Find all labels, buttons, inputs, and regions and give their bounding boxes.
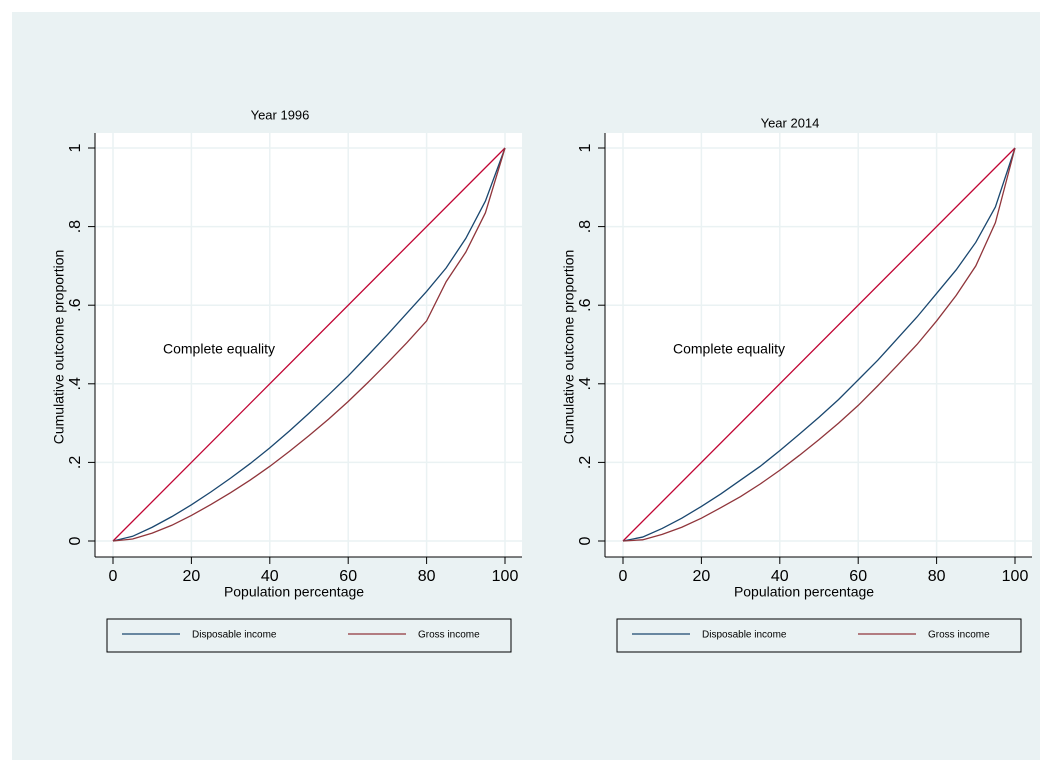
x-tick-label: 40 bbox=[771, 568, 789, 585]
x-axis-label: Population percentage bbox=[734, 584, 874, 600]
x-tick-label: 80 bbox=[928, 568, 946, 585]
x-tick-label: 60 bbox=[849, 568, 867, 585]
series-line bbox=[622, 147, 1016, 542]
y-tick-label: .2 bbox=[67, 456, 84, 469]
legend-label: Disposable income bbox=[702, 630, 787, 641]
x-tick-label: 20 bbox=[183, 568, 201, 585]
y-tick-label: 0 bbox=[577, 536, 594, 545]
series-line bbox=[112, 147, 506, 542]
y-tick-label: 0 bbox=[67, 536, 84, 545]
x-tick-label: 20 bbox=[693, 568, 711, 585]
equality-line bbox=[112, 147, 506, 542]
x-tick-label: 60 bbox=[339, 568, 357, 585]
y-tick-label: .8 bbox=[577, 220, 594, 233]
legend bbox=[106, 618, 512, 653]
chart-title: Year 1996 bbox=[251, 107, 310, 122]
y-tick-label: 1 bbox=[67, 143, 84, 152]
x-tick-label: 100 bbox=[1002, 568, 1029, 585]
x-tick-label: 0 bbox=[109, 568, 118, 585]
y-tick-label: .4 bbox=[67, 377, 84, 390]
annotation: Complete equality bbox=[673, 341, 785, 357]
y-tick-label: .4 bbox=[577, 377, 594, 390]
chart-title: Year 2014 bbox=[761, 115, 820, 130]
legend-label: Gross income bbox=[928, 630, 990, 641]
legend-label: Disposable income bbox=[192, 630, 277, 641]
x-axis-label: Population percentage bbox=[224, 584, 364, 600]
y-tick-label: .6 bbox=[67, 298, 84, 311]
x-tick-label: 0 bbox=[619, 568, 628, 585]
series-line bbox=[112, 147, 506, 542]
x-tick-label: 80 bbox=[418, 568, 436, 585]
legend bbox=[616, 618, 1022, 653]
y-axis-label: Cumulative outcome proportion bbox=[561, 250, 577, 445]
x-tick-label: 100 bbox=[492, 568, 519, 585]
y-tick-label: .2 bbox=[577, 456, 594, 469]
y-tick-label: .8 bbox=[67, 220, 84, 233]
panel: Year 2014 0 20 40 60 80 100 0 .2 .4 .6 .8 1 Populatio… bbox=[561, 115, 1032, 653]
equality-line bbox=[622, 147, 1016, 542]
series-line bbox=[622, 147, 1016, 542]
panel: Year 1996 0 20 40 60 80 100 0 .2 .4 .6 .8 1 Populatio… bbox=[51, 107, 522, 653]
annotation: Complete equality bbox=[163, 341, 275, 357]
y-axis-label: Cumulative outcome proportion bbox=[51, 250, 67, 445]
legend-label: Gross income bbox=[418, 630, 480, 641]
y-tick-label: .6 bbox=[577, 298, 594, 311]
x-tick-label: 40 bbox=[261, 568, 279, 585]
y-tick-label: 1 bbox=[577, 143, 594, 152]
